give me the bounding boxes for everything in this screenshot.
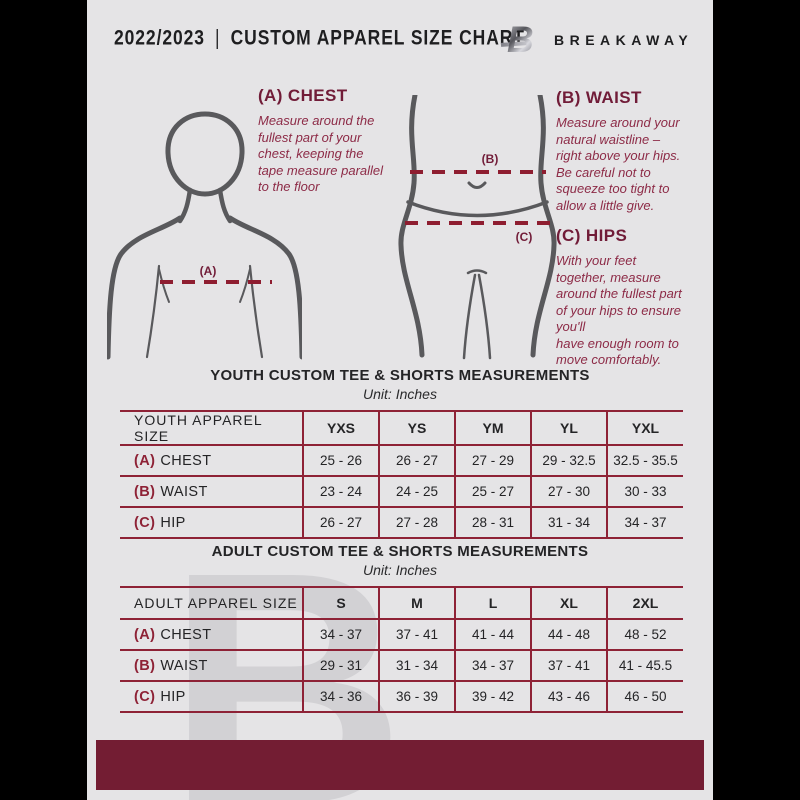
cell: 27 - 29 (454, 444, 531, 477)
cell: 25 - 26 (302, 444, 379, 477)
hips-guide-heading: (C) HIPS (556, 226, 628, 245)
row-label: (B) WAIST (120, 475, 303, 508)
chest-line-label: (A) (200, 264, 217, 278)
cell: 41 - 44 (454, 618, 531, 651)
cell: 31 - 34 (378, 649, 455, 682)
size-header-yxs: YXS (302, 410, 379, 446)
row-label: (C) HIP (120, 680, 303, 713)
adult-waist-row: (B) WAIST 29 - 31 31 - 34 34 - 37 37 - 41… (120, 649, 683, 682)
row-label: (C) HIP (120, 506, 303, 539)
cell: 25 - 27 (454, 475, 531, 508)
size-header-2xl: 2XL (606, 586, 683, 620)
size-header-xl: XL (530, 586, 607, 620)
size-header-yxl: YXL (606, 410, 683, 446)
page-header: 2022/2023 | CUSTOM APPAREL SIZE CHART (114, 27, 525, 51)
adult-table-unit: Unit: Inches (363, 562, 437, 578)
cell: 37 - 41 (530, 649, 607, 682)
adult-size-column-header: ADULT APPAREL SIZE (120, 586, 303, 620)
waist-guide-text: Measure around your natural waistline – … (556, 115, 681, 213)
row-label-text: HIP (160, 514, 186, 531)
adult-chest-row: (A) CHEST 34 - 37 37 - 41 41 - 44 44 - 48… (120, 618, 683, 651)
row-prefix: (A) (134, 452, 156, 469)
chest-guide: (A) CHEST Measure around the fullest par… (258, 86, 418, 196)
cell: 23 - 24 (302, 475, 379, 508)
cell: 41 - 45.5 (606, 649, 683, 682)
cell: 36 - 39 (378, 680, 455, 713)
size-header-l: L (454, 586, 531, 620)
cell: 27 - 28 (378, 506, 455, 539)
row-label-text: WAIST (160, 483, 208, 500)
cell: 43 - 46 (530, 680, 607, 713)
cell: 26 - 27 (378, 444, 455, 477)
cell: 39 - 42 (454, 680, 531, 713)
size-header-ys: YS (378, 410, 455, 446)
row-prefix: (A) (134, 626, 156, 643)
logo-letter: B (507, 19, 534, 60)
cell: 31 - 34 (530, 506, 607, 539)
youth-size-table: YOUTH APPAREL SIZE YXS YS YM YL YXL (A) C… (120, 410, 683, 539)
row-label-text: CHEST (160, 626, 212, 643)
cell: 34 - 37 (454, 649, 531, 682)
youth-hip-row: (C) HIP 26 - 27 27 - 28 28 - 31 31 - 34 3… (120, 506, 683, 539)
youth-header-row: YOUTH APPAREL SIZE YXS YS YM YL YXL (120, 410, 683, 446)
cell: 46 - 50 (606, 680, 683, 713)
chest-guide-heading: (A) CHEST (258, 86, 348, 105)
youth-size-column-header: YOUTH APPAREL SIZE (120, 410, 303, 446)
row-prefix: (B) (134, 483, 156, 500)
header-separator: | (215, 27, 221, 51)
row-prefix: (C) (134, 688, 156, 705)
row-label-text: CHEST (160, 452, 212, 469)
cell: 34 - 37 (302, 618, 379, 651)
size-header-s: S (302, 586, 379, 620)
row-prefix: (B) (134, 657, 156, 674)
cell: 37 - 41 (378, 618, 455, 651)
adult-hip-row: (C) HIP 34 - 36 36 - 39 39 - 42 43 - 46 4… (120, 680, 683, 713)
cell: 32.5 - 35.5 (606, 444, 683, 477)
footer-accent-bar (96, 740, 704, 790)
cell: 34 - 37 (606, 506, 683, 539)
hip-line-label: (C) (516, 230, 533, 244)
chest-guide-text: Measure around the fullest part of your … (258, 113, 384, 194)
size-header-yl: YL (530, 410, 607, 446)
page-title: CUSTOM APPAREL SIZE CHART (230, 27, 525, 51)
row-label-text: HIP (160, 688, 186, 705)
cell: 27 - 30 (530, 475, 607, 508)
youth-table-title: YOUTH CUSTOM TEE & SHORTS MEASUREMENTS (210, 367, 590, 384)
row-prefix: (C) (134, 514, 156, 531)
upper-torso-diagram: (A) (107, 111, 302, 360)
youth-chest-row: (A) CHEST 25 - 26 26 - 27 27 - 29 29 - 32… (120, 444, 683, 477)
cell: 26 - 27 (302, 506, 379, 539)
row-label: (A) CHEST (120, 618, 303, 651)
waist-line-label: (B) (482, 152, 499, 166)
row-label-text: WAIST (160, 657, 208, 674)
youth-waist-row: (B) WAIST 23 - 24 24 - 25 25 - 27 27 - 30… (120, 475, 683, 508)
cell: 30 - 33 (606, 475, 683, 508)
adult-table-title: ADULT CUSTOM TEE & SHORTS MEASUREMENTS (211, 543, 589, 560)
size-header-m: M (378, 586, 455, 620)
size-header-ym: YM (454, 410, 531, 446)
cell: 44 - 48 (530, 618, 607, 651)
breakaway-logo-icon: B (500, 18, 547, 62)
hips-guide-text: With your feet together, measure around … (556, 253, 682, 367)
waist-guide: (B) WAIST Measure around your natural wa… (556, 88, 711, 214)
youth-table-unit: Unit: Inches (363, 386, 437, 402)
cell: 28 - 31 (454, 506, 531, 539)
season-label: 2022/2023 (114, 27, 205, 51)
brand-name: BREAKAWAY (554, 32, 694, 48)
cell: 29 - 31 (302, 649, 379, 682)
cell: 48 - 52 (606, 618, 683, 651)
row-label: (A) CHEST (120, 444, 303, 477)
cell: 24 - 25 (378, 475, 455, 508)
cell: 34 - 36 (302, 680, 379, 713)
hips-guide: (C) HIPS With your feet together, measur… (556, 226, 713, 369)
waist-guide-heading: (B) WAIST (556, 88, 642, 107)
row-label: (B) WAIST (120, 649, 303, 682)
adult-size-table: ADULT APPAREL SIZE S M L XL 2XL (A) CHEST… (120, 586, 683, 713)
size-chart-page: B 2022/2023 | CUSTOM APPAREL SIZE CHART … (87, 0, 713, 800)
adult-header-row: ADULT APPAREL SIZE S M L XL 2XL (120, 586, 683, 620)
lower-torso-diagram: (B) (C) (398, 95, 557, 360)
cell: 29 - 32.5 (530, 444, 607, 477)
